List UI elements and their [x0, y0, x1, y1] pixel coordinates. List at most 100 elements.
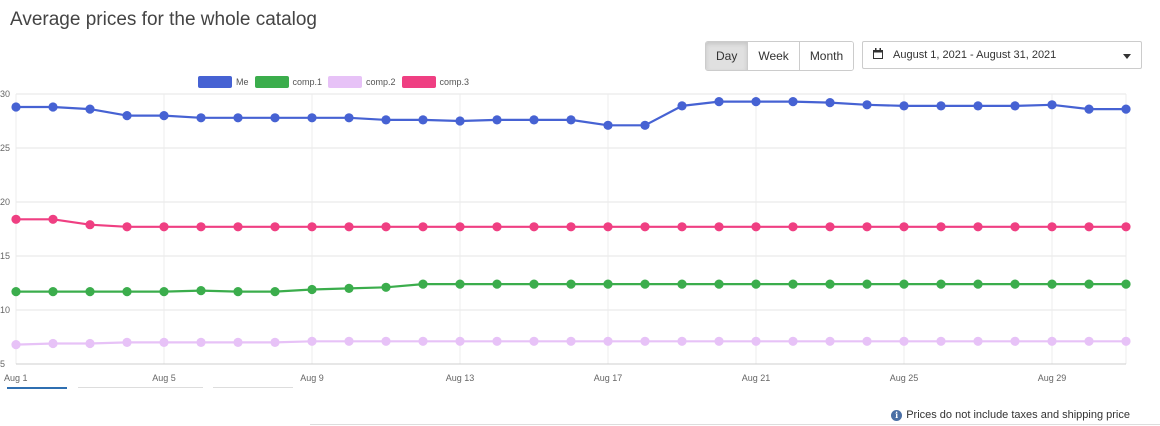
- data-point: [85, 287, 95, 297]
- y-tick-label: 25: [0, 143, 10, 153]
- legend-item[interactable]: Me: [198, 76, 249, 88]
- data-point: [85, 338, 95, 349]
- data-point: [1084, 279, 1094, 289]
- data-point: [936, 279, 946, 289]
- legend-label: comp.3: [439, 77, 470, 87]
- date-range-value: August 1, 2021 - August 31, 2021: [893, 49, 1057, 61]
- data-point: [85, 104, 95, 114]
- data-point: [566, 336, 576, 346]
- data-point: [825, 279, 835, 289]
- data-point: [640, 222, 650, 232]
- data-point: [566, 279, 576, 289]
- data-point: [122, 222, 132, 232]
- data-point: [973, 336, 983, 346]
- data-point: [492, 279, 502, 289]
- legend-label: Me: [236, 77, 249, 87]
- data-point: [973, 222, 983, 232]
- x-tick-label: Aug 21: [742, 373, 771, 383]
- data-point: [381, 222, 391, 232]
- x-tick-label: Aug 13: [446, 373, 475, 383]
- data-point: [677, 336, 687, 346]
- legend-item[interactable]: comp.1: [254, 76, 322, 88]
- data-point: [603, 279, 613, 289]
- data-point: [122, 111, 132, 121]
- y-tick-label: 20: [0, 197, 10, 207]
- data-point: [418, 336, 428, 346]
- data-point: [11, 102, 21, 112]
- x-tick-label: Aug 5: [152, 373, 176, 383]
- caret-down-icon: [1123, 50, 1131, 62]
- data-point: [1010, 279, 1020, 289]
- data-point: [862, 222, 872, 232]
- data-point: [196, 113, 206, 123]
- legend-swatch: [401, 76, 436, 88]
- data-point: [455, 279, 465, 289]
- day-button[interactable]: Day: [706, 42, 748, 70]
- data-point: [899, 279, 909, 289]
- data-point: [344, 113, 354, 123]
- data-point: [233, 113, 243, 123]
- date-range-picker[interactable]: August 1, 2021 - August 31, 2021: [862, 41, 1142, 69]
- legend-swatch: [198, 76, 232, 88]
- scrollbar-indicator: [7, 387, 67, 389]
- data-point: [455, 222, 465, 232]
- data-point: [85, 220, 95, 230]
- data-point: [603, 336, 613, 346]
- x-tick-label: Aug 1: [4, 373, 28, 383]
- data-point: [270, 222, 280, 232]
- legend-swatch: [254, 76, 289, 88]
- data-point: [159, 222, 169, 232]
- data-point: [307, 336, 317, 346]
- data-point: [677, 279, 687, 289]
- divider: [213, 387, 293, 388]
- data-point: [492, 336, 502, 346]
- data-point: [973, 279, 983, 289]
- data-point: [48, 102, 58, 112]
- data-point: [825, 98, 835, 108]
- data-point: [344, 222, 354, 232]
- data-point: [714, 97, 724, 107]
- data-point: [1084, 336, 1094, 346]
- data-point: [159, 287, 169, 297]
- data-point: [714, 279, 724, 289]
- data-point: [307, 284, 317, 295]
- data-point: [159, 337, 169, 347]
- data-point: [381, 336, 391, 346]
- data-point: [640, 336, 650, 346]
- x-tick-label: Aug 17: [594, 373, 623, 383]
- data-point: [788, 336, 798, 346]
- data-point: [48, 287, 58, 297]
- data-point: [233, 222, 243, 232]
- data-point: [1010, 101, 1020, 111]
- legend-item[interactable]: comp.3: [401, 76, 470, 88]
- data-point: [418, 279, 428, 289]
- data-point: [1010, 336, 1020, 346]
- legend-label: comp.2: [366, 77, 396, 87]
- y-tick-label: 30: [0, 89, 10, 99]
- data-point: [455, 116, 465, 126]
- data-point: [1047, 279, 1057, 289]
- data-point: [566, 222, 576, 232]
- data-point: [233, 337, 243, 347]
- data-point: [936, 222, 946, 232]
- week-button[interactable]: Week: [747, 42, 799, 70]
- data-point: [48, 338, 58, 349]
- data-point: [307, 222, 317, 232]
- data-point: [899, 336, 909, 346]
- month-button[interactable]: Month: [798, 42, 854, 70]
- data-point: [1121, 222, 1131, 232]
- legend-item[interactable]: comp.2: [328, 76, 396, 88]
- data-point: [603, 120, 613, 130]
- page-title: Average prices for the whole catalog: [10, 9, 317, 30]
- data-point: [11, 340, 21, 350]
- data-point: [751, 279, 761, 289]
- data-point: [196, 337, 206, 347]
- data-point: [751, 222, 761, 232]
- data-point: [862, 279, 872, 289]
- data-point: [788, 222, 798, 232]
- divider: [78, 387, 203, 388]
- y-tick-label: 5: [0, 359, 5, 369]
- data-point: [603, 222, 613, 232]
- data-point: [640, 120, 650, 130]
